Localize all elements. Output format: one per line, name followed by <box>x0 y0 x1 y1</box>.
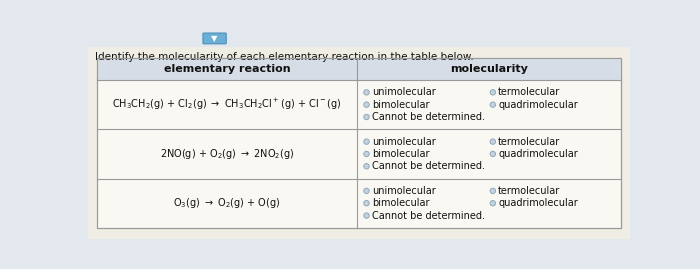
Text: quadrimolecular: quadrimolecular <box>498 198 578 208</box>
Circle shape <box>364 151 369 157</box>
Circle shape <box>490 139 496 144</box>
Circle shape <box>364 164 369 169</box>
Circle shape <box>364 188 369 194</box>
Text: unimolecular: unimolecular <box>372 87 435 97</box>
Text: Identify the molecularity of each elementary reaction in the table below.: Identify the molecularity of each elemen… <box>95 52 474 62</box>
FancyBboxPatch shape <box>97 58 621 80</box>
Circle shape <box>364 90 369 95</box>
Text: Cannot be determined.: Cannot be determined. <box>372 161 485 171</box>
Text: O$_3$(g) $\rightarrow$ O$_2$(g) + O(g): O$_3$(g) $\rightarrow$ O$_2$(g) + O(g) <box>173 196 281 210</box>
Circle shape <box>364 200 369 206</box>
Text: termolecular: termolecular <box>498 137 561 147</box>
Text: 2NO(g) + O$_2$(g) $\rightarrow$ 2NO$_2$(g): 2NO(g) + O$_2$(g) $\rightarrow$ 2NO$_2$(… <box>160 147 294 161</box>
Text: termolecular: termolecular <box>498 186 561 196</box>
Text: termolecular: termolecular <box>498 87 561 97</box>
Circle shape <box>490 102 496 107</box>
Circle shape <box>490 188 496 194</box>
Text: molecularity: molecularity <box>450 64 528 74</box>
Text: unimolecular: unimolecular <box>372 186 435 196</box>
Circle shape <box>490 90 496 95</box>
FancyBboxPatch shape <box>203 33 226 44</box>
Circle shape <box>364 102 369 107</box>
Circle shape <box>364 213 369 218</box>
FancyBboxPatch shape <box>97 58 621 228</box>
Text: quadrimolecular: quadrimolecular <box>498 100 578 110</box>
Text: elementary reaction: elementary reaction <box>164 64 290 74</box>
Text: bimolecular: bimolecular <box>372 198 429 208</box>
Text: Cannot be determined.: Cannot be determined. <box>372 112 485 122</box>
Circle shape <box>490 200 496 206</box>
Text: Cannot be determined.: Cannot be determined. <box>372 211 485 221</box>
Text: unimolecular: unimolecular <box>372 137 435 147</box>
FancyBboxPatch shape <box>88 47 630 239</box>
Circle shape <box>364 139 369 144</box>
Circle shape <box>490 151 496 157</box>
Text: CH$_3$CH$_2$(g) + Cl$_2$(g) $\rightarrow$ CH$_3$CH$_2$Cl$^+$(g) + Cl$^-$(g): CH$_3$CH$_2$(g) + Cl$_2$(g) $\rightarrow… <box>112 97 342 112</box>
Text: bimolecular: bimolecular <box>372 149 429 159</box>
Text: bimolecular: bimolecular <box>372 100 429 110</box>
Circle shape <box>364 114 369 120</box>
Text: ▼: ▼ <box>211 34 218 43</box>
Text: quadrimolecular: quadrimolecular <box>498 149 578 159</box>
